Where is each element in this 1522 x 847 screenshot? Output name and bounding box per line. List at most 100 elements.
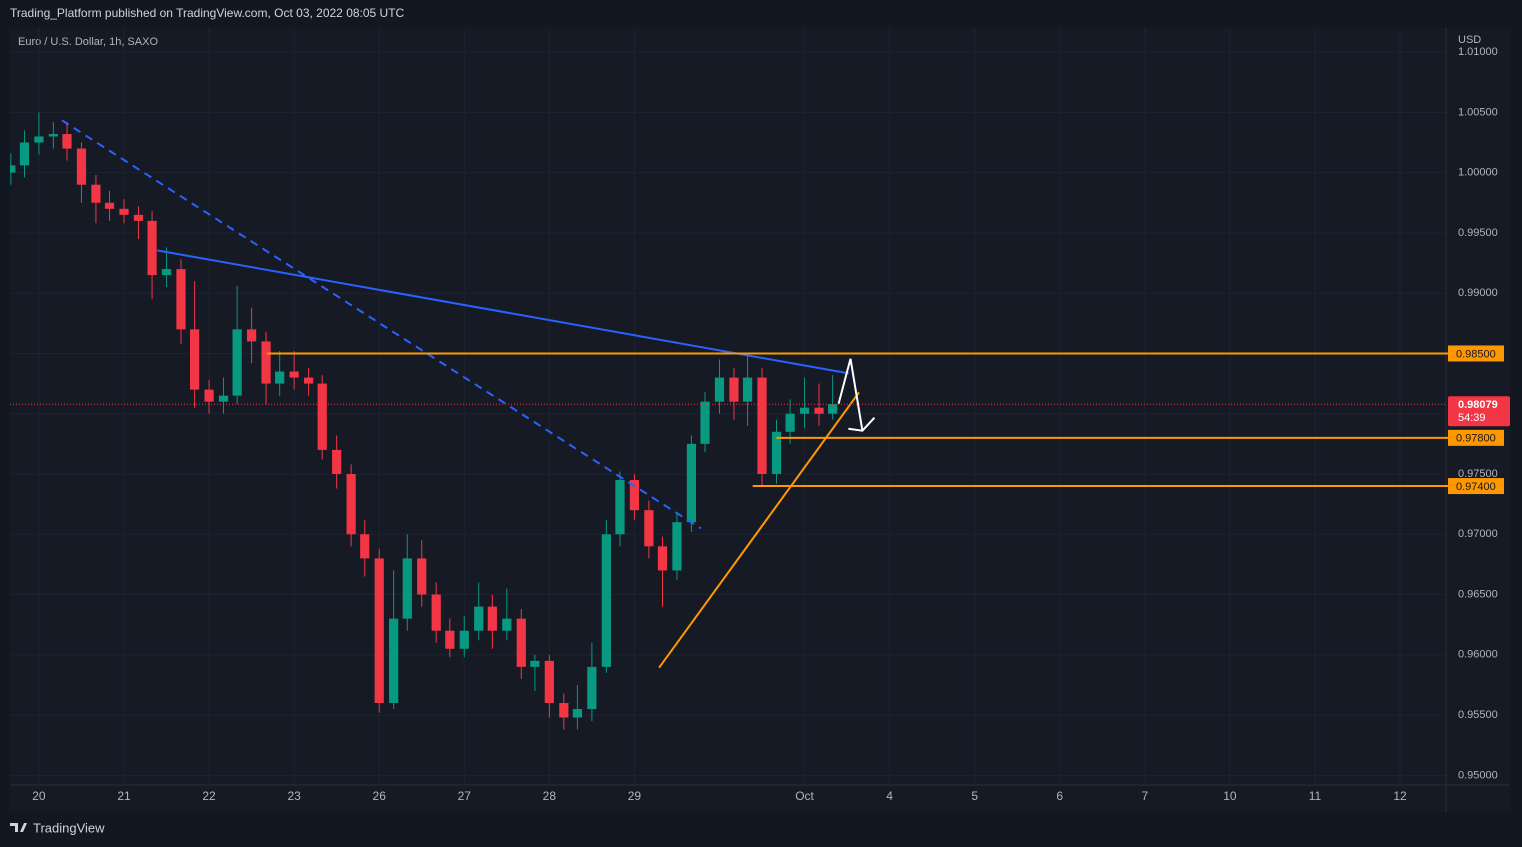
x-tick-label: 22 — [202, 789, 216, 803]
x-tick-label: 6 — [1056, 789, 1063, 803]
candle-body — [516, 618, 526, 667]
x-tick-label: 23 — [287, 789, 301, 803]
candle-body — [615, 480, 625, 535]
candle-body — [814, 407, 824, 414]
candle-body — [48, 134, 58, 137]
candle-body — [459, 630, 469, 649]
x-tick-label: 28 — [543, 789, 557, 803]
candle-body — [246, 329, 257, 342]
candle-body — [176, 269, 186, 330]
level-label: 0.97800 — [1456, 433, 1496, 445]
level-label: 0.97400 — [1456, 481, 1496, 493]
candle-body — [629, 480, 640, 511]
candle-body — [799, 407, 810, 414]
y-tick-label: 0.97500 — [1458, 468, 1498, 480]
y-tick-label: 1.00000 — [1458, 167, 1498, 179]
candle-body — [189, 329, 200, 390]
candle-body — [360, 534, 370, 559]
candle-body — [714, 377, 725, 402]
candle-body — [686, 443, 697, 523]
candle-body — [147, 220, 157, 276]
candle-body — [487, 606, 497, 631]
candle-body — [644, 510, 654, 547]
candle-body — [232, 329, 242, 396]
y-tick-label: 0.95500 — [1458, 709, 1498, 721]
x-tick-label: Oct — [795, 789, 814, 803]
level-box — [1448, 478, 1504, 495]
y-tick-label: 0.99000 — [1458, 287, 1498, 299]
y-tick-label: 0.95000 — [1458, 769, 1498, 781]
candle-body — [10, 165, 16, 173]
level-label: 0.98500 — [1456, 348, 1496, 360]
axes: 0.95000 0.95500 0.96000 0.96500 0.97000 0.975… — [32, 46, 1510, 803]
candle-body — [771, 431, 782, 475]
y-tick-label: 1.01000 — [1458, 46, 1498, 58]
arrow-head — [848, 417, 876, 432]
candle-body — [417, 558, 427, 595]
x-tick-label: 11 — [1309, 789, 1322, 803]
logo: TradingView — [10, 820, 105, 835]
x-tick-label: 7 — [1142, 789, 1149, 803]
candle-body — [474, 606, 484, 631]
candle-body — [389, 618, 399, 704]
candle-body — [431, 594, 441, 631]
candle-body — [346, 474, 356, 535]
candle-body — [218, 395, 229, 402]
candle-body — [402, 558, 412, 619]
candle-body — [729, 377, 739, 402]
candle-body — [757, 377, 767, 475]
candle-body — [275, 371, 285, 384]
candle-body — [672, 522, 682, 571]
candle-body — [587, 666, 597, 710]
grid — [10, 28, 1446, 785]
logo-icon — [10, 823, 27, 832]
candle-body — [601, 534, 611, 667]
y-tick-label: 0.96500 — [1458, 588, 1498, 600]
candle-body — [445, 630, 455, 649]
x-tick-label: 12 — [1393, 789, 1407, 803]
candle-body — [530, 660, 540, 667]
candle-body — [657, 546, 668, 571]
candle-body — [742, 377, 753, 402]
y-tick-label: 0.99500 — [1458, 227, 1498, 239]
x-tick-label: 4 — [886, 789, 893, 803]
candle-body — [91, 184, 101, 203]
x-tick-label: 20 — [32, 789, 46, 803]
header: Trading_Platform published on TradingVie… — [10, 6, 405, 20]
candle-body — [76, 148, 87, 185]
x-tick-label: 29 — [628, 789, 642, 803]
level-box — [1448, 429, 1504, 446]
trendline — [61, 119, 702, 530]
x-tick-label: 10 — [1223, 789, 1237, 803]
level-box — [1448, 345, 1504, 362]
candle-body — [785, 413, 795, 432]
candle-body — [332, 449, 342, 475]
candle-body — [119, 208, 129, 215]
current-price-label: 0.98079 — [1458, 399, 1498, 411]
y-tick-label: 1.00500 — [1458, 106, 1498, 118]
candle-body — [544, 660, 554, 704]
candle-body — [303, 377, 314, 384]
candle-body — [204, 389, 214, 402]
countdown: 54:39 — [1458, 412, 1486, 424]
candle-body — [317, 383, 327, 450]
arrow — [837, 358, 864, 431]
candle-body — [161, 269, 172, 276]
candle-body — [133, 214, 144, 221]
x-tick-label: 26 — [373, 789, 387, 803]
y-tick-label: 0.96000 — [1458, 649, 1498, 661]
candle-body — [62, 134, 72, 149]
symbol-title: Euro / U.S. Dollar, 1h, SAXO — [18, 36, 158, 48]
candle-body — [559, 703, 569, 718]
candle-body — [261, 341, 271, 384]
candle-body — [700, 401, 710, 444]
x-tick-label: 21 — [117, 789, 131, 803]
candle-body — [289, 371, 299, 378]
candle-body — [502, 618, 512, 631]
candle-body — [374, 558, 384, 704]
candle-body — [34, 136, 44, 143]
y-tick-label: 0.97000 — [1458, 528, 1498, 540]
candle-body — [572, 709, 583, 718]
currency: USD — [1458, 34, 1481, 46]
